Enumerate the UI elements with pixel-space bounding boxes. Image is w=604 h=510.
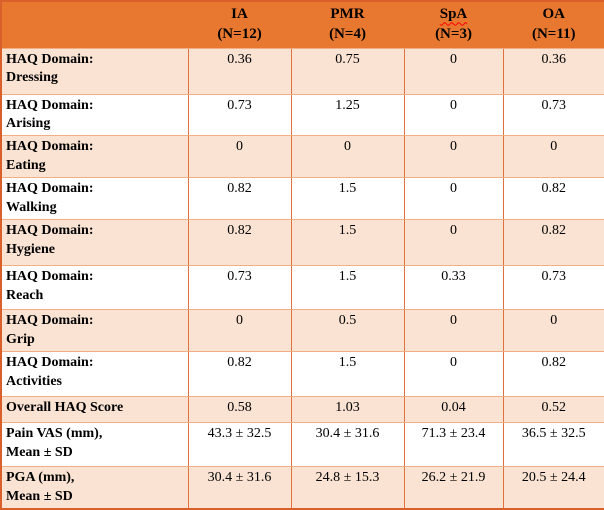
cell-value: 0 [403, 135, 504, 179]
table-row-reach: HAQ Domain: Reach 0.73 1.5 0.33 0.73 [0, 265, 604, 311]
row-label: PGA (mm), Mean ± SD [0, 466, 189, 510]
cell-value: 36.5 ± 32.5 [502, 422, 604, 468]
cell-value: 0.82 [187, 177, 292, 221]
cell-value: 71.3 ± 23.4 [403, 422, 504, 468]
cell-value: 0 [403, 93, 504, 137]
cell-value: 0.82 [502, 177, 604, 221]
cell-value: 0 [403, 351, 504, 398]
cell-value: 0.04 [403, 396, 504, 424]
cell-value: 0.73 [502, 265, 604, 311]
row-label: Pain VAS (mm), Mean ± SD [0, 422, 189, 468]
cell-value: 0.82 [502, 219, 604, 267]
cell-value: 0.73 [187, 265, 292, 311]
cell-value: 0.5 [290, 309, 405, 353]
cell-value: 30.4 ± 31.6 [187, 466, 292, 510]
cell-value: 0.75 [290, 47, 405, 95]
cell-value: 0 [403, 47, 504, 95]
row-label: HAQ Domain: Reach [0, 265, 189, 311]
cell-value: 1.5 [290, 351, 405, 398]
cell-value: 0 [187, 135, 292, 179]
spellcheck-underline-text: SpA [439, 6, 468, 23]
row-label: HAQ Domain: Grip [0, 309, 189, 353]
column-header-abbrev: OA [542, 6, 566, 23]
cell-value: 0 [403, 219, 504, 267]
cell-value: 0.36 [502, 47, 604, 95]
cell-value: 0.82 [187, 351, 292, 398]
cell-value: 0.73 [187, 93, 292, 137]
table-row-dressing: HAQ Domain: Dressing 0.36 0.75 0 0.36 [0, 47, 604, 95]
table-row-activities: HAQ Domain: Activities 0.82 1.5 0 0.82 [0, 351, 604, 398]
cell-value: 0.82 [187, 219, 292, 267]
cell-value: 1.25 [290, 93, 405, 137]
cell-value: 30.4 ± 31.6 [290, 422, 405, 468]
row-label: Overall HAQ Score [0, 396, 189, 424]
table-row-pain-vas: Pain VAS (mm), Mean ± SD 43.3 ± 32.5 30.… [0, 422, 604, 468]
cell-value: 0.73 [502, 93, 604, 137]
cell-value: 0.33 [403, 265, 504, 311]
table-row-walking: HAQ Domain: Walking 0.82 1.5 0 0.82 [0, 177, 604, 221]
row-label: HAQ Domain: Activities [0, 351, 189, 398]
column-header-spa: SpA (N=3) [403, 0, 504, 49]
table-row-pga: PGA (mm), Mean ± SD 30.4 ± 31.6 24.8 ± 1… [0, 466, 604, 510]
column-header-pmr: PMR (N=4) [290, 0, 405, 49]
row-label: HAQ Domain: Hygiene [0, 219, 189, 267]
row-label: HAQ Domain: Arising [0, 93, 189, 137]
cell-value: 1.5 [290, 219, 405, 267]
header-row: IA (N=12) PMR (N=4) SpA (N=3) OA (N=11) [0, 0, 604, 49]
column-header-n: (N=4) [329, 25, 366, 42]
column-header-oa: OA (N=11) [502, 0, 604, 49]
table-row-overall-haq: Overall HAQ Score 0.58 1.03 0.04 0.52 [0, 396, 604, 424]
column-header-n: (N=12) [217, 25, 262, 42]
cell-value: 0 [502, 135, 604, 179]
table-row-grip: HAQ Domain: Grip 0 0.5 0 0 [0, 309, 604, 353]
table-row-arising: HAQ Domain: Arising 0.73 1.25 0 0.73 [0, 93, 604, 137]
cell-value: 0 [403, 177, 504, 221]
row-label: HAQ Domain: Dressing [0, 47, 189, 95]
cell-value: 1.5 [290, 265, 405, 311]
cell-value: 0.82 [502, 351, 604, 398]
cell-value: 0.52 [502, 396, 604, 424]
cell-value: 0 [502, 309, 604, 353]
cell-value: 20.5 ± 24.4 [502, 466, 604, 510]
cell-value: 0 [290, 135, 405, 179]
column-header-abbrev: PMR [330, 6, 365, 23]
cell-value: 1.03 [290, 396, 405, 424]
cell-value: 0 [403, 309, 504, 353]
cell-value: 43.3 ± 32.5 [187, 422, 292, 468]
table-row-eating: HAQ Domain: Eating 0 0 0 0 [0, 135, 604, 179]
column-header-n: (N=3) [435, 25, 472, 42]
cell-value: 26.2 ± 21.9 [403, 466, 504, 510]
cell-value: 0 [187, 309, 292, 353]
column-header-abbrev: SpA [407, 5, 501, 25]
cell-value: 1.5 [290, 177, 405, 221]
column-header-ia: IA (N=12) [187, 0, 292, 49]
cell-value: 0.36 [187, 47, 292, 95]
corner-cell [0, 0, 189, 49]
row-label: HAQ Domain: Walking [0, 177, 189, 221]
cell-value: 0.58 [187, 396, 292, 424]
column-header-abbrev: IA [231, 6, 248, 23]
row-label: HAQ Domain: Eating [0, 135, 189, 179]
table-row-hygiene: HAQ Domain: Hygiene 0.82 1.5 0 0.82 [0, 219, 604, 267]
column-header-n: (N=11) [531, 25, 576, 42]
cell-value: 24.8 ± 15.3 [290, 466, 405, 510]
